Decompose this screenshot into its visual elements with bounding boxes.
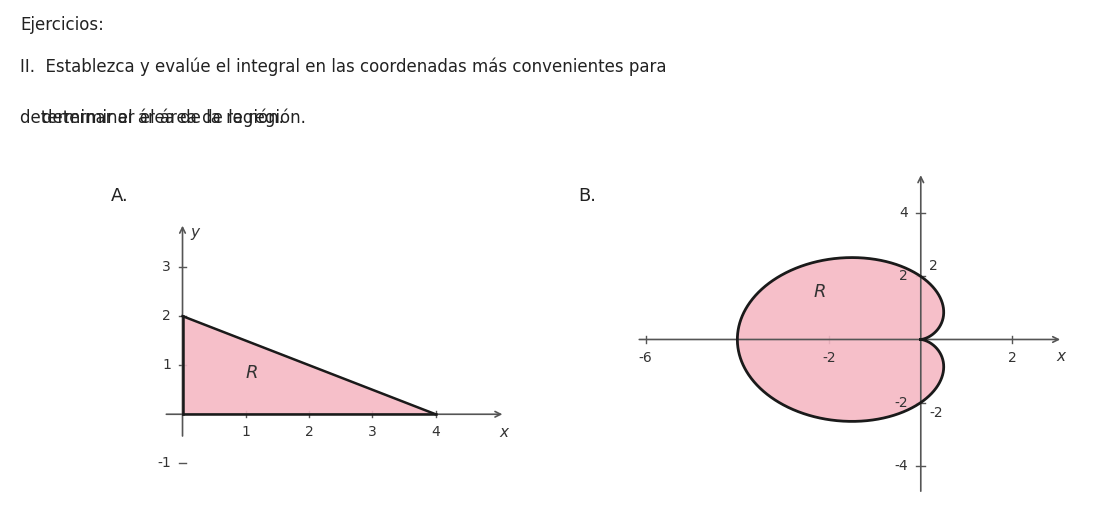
Text: 3: 3 [368, 425, 377, 439]
Text: R: R [246, 363, 258, 381]
Text: determinar el área de la región.: determinar el área de la región. [20, 109, 284, 128]
Text: 1: 1 [162, 358, 171, 372]
Text: -1: -1 [158, 456, 171, 470]
Text: Ejercicios:: Ejercicios: [20, 16, 103, 34]
Text: 3: 3 [162, 260, 171, 274]
Text: II.  Establezca y evalúe el integral en las coordenadas más convenientes para: II. Establezca y evalúe el integral en l… [20, 57, 666, 76]
Text: 2: 2 [162, 309, 171, 323]
Text: x: x [499, 425, 508, 440]
Text: x: x [1056, 349, 1065, 364]
Text: 2: 2 [1009, 350, 1016, 364]
Text: -2: -2 [929, 406, 943, 420]
Text: 2: 2 [305, 425, 314, 439]
Text: 4: 4 [900, 207, 907, 221]
Text: R: R [814, 283, 826, 301]
Text: -6: -6 [638, 350, 653, 364]
Text: B.: B. [578, 187, 596, 205]
Text: 2: 2 [900, 269, 907, 283]
Text: determinar el área de la región.: determinar el área de la región. [42, 109, 306, 128]
Text: -2: -2 [822, 350, 836, 364]
Text: -4: -4 [894, 459, 907, 473]
Text: y: y [191, 225, 200, 240]
Text: 2: 2 [929, 260, 937, 274]
Polygon shape [182, 316, 436, 414]
Text: 4: 4 [431, 425, 440, 439]
Text: -2: -2 [894, 395, 907, 409]
Text: A.: A. [111, 187, 129, 205]
Polygon shape [737, 257, 944, 421]
Text: 1: 1 [241, 425, 250, 439]
